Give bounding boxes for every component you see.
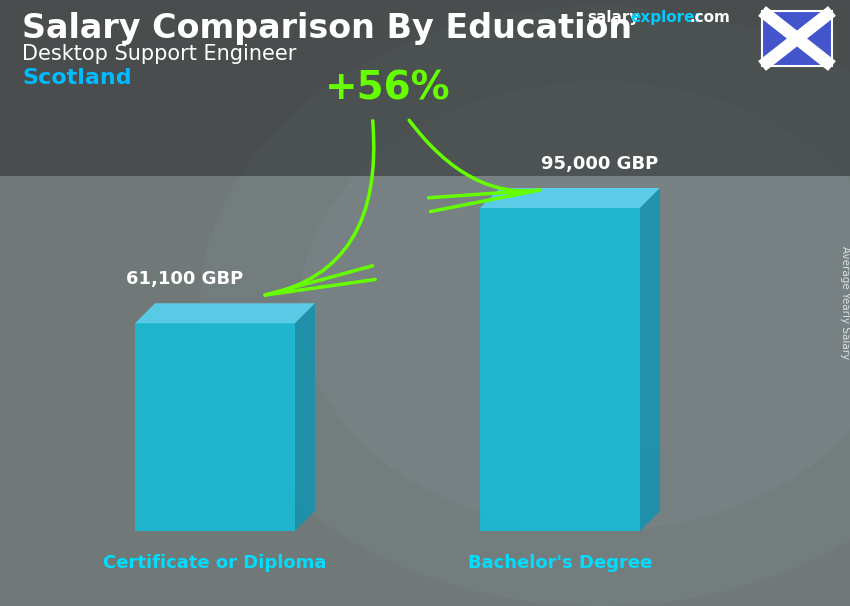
Text: 61,100 GBP: 61,100 GBP — [127, 270, 244, 288]
Text: 95,000 GBP: 95,000 GBP — [541, 155, 659, 173]
FancyBboxPatch shape — [0, 0, 850, 176]
Ellipse shape — [300, 81, 850, 531]
Text: Scotland: Scotland — [22, 68, 132, 88]
FancyBboxPatch shape — [762, 11, 832, 66]
Polygon shape — [480, 208, 640, 531]
Text: Average Yearly Salary: Average Yearly Salary — [840, 247, 850, 359]
Text: +56%: +56% — [325, 70, 450, 108]
Polygon shape — [480, 188, 660, 208]
Polygon shape — [135, 303, 315, 323]
Polygon shape — [135, 323, 295, 531]
Text: .com: .com — [690, 10, 731, 25]
Text: Desktop Support Engineer: Desktop Support Engineer — [22, 44, 297, 64]
Polygon shape — [640, 188, 660, 531]
Text: Salary Comparison By Education: Salary Comparison By Education — [22, 12, 632, 45]
Text: salary: salary — [587, 10, 639, 25]
Text: explorer: explorer — [630, 10, 702, 25]
Ellipse shape — [200, 6, 850, 606]
Text: Bachelor's Degree: Bachelor's Degree — [468, 554, 652, 572]
Polygon shape — [295, 303, 315, 531]
Text: Certificate or Diploma: Certificate or Diploma — [104, 554, 326, 572]
